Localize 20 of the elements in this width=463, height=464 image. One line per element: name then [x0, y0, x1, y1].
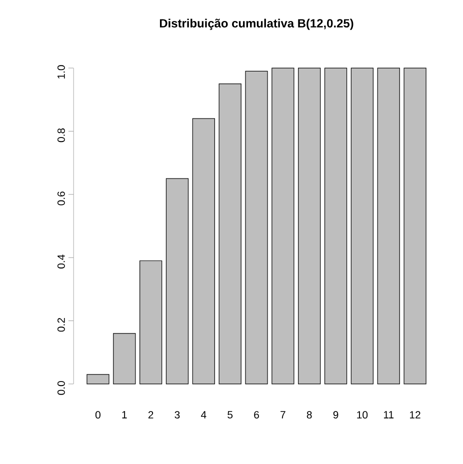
x-tick-label: 11 — [384, 411, 394, 418]
y-tick-label: 0.0 — [57, 381, 65, 395]
y-tick-label: 0.8 — [57, 128, 65, 142]
x-tick-label: 1 — [122, 411, 127, 418]
x-tick-label: 12 — [410, 411, 420, 418]
x-tick-label: 2 — [148, 411, 154, 418]
chart-title: Distribuição cumulativa B(12,0.25) — [160, 18, 354, 30]
x-tick-label: 3 — [174, 411, 180, 419]
x-tick-label: 0 — [95, 411, 100, 419]
x-tick-label: 4 — [200, 411, 206, 418]
y-tick-label: 0.2 — [57, 318, 65, 332]
x-tick-label: 9 — [333, 411, 338, 419]
x-tick-label: 7 — [280, 411, 286, 418]
y-tick-label: 1.0 — [57, 65, 65, 79]
x-tick-label: 8 — [306, 411, 312, 419]
y-tick-label: 0.6 — [57, 192, 65, 206]
y-tick-label: 0.4 — [57, 254, 65, 268]
x-tick-label: 5 — [228, 411, 233, 418]
x-tick-label: 10 — [357, 411, 368, 419]
x-tick-label: 6 — [254, 411, 259, 419]
